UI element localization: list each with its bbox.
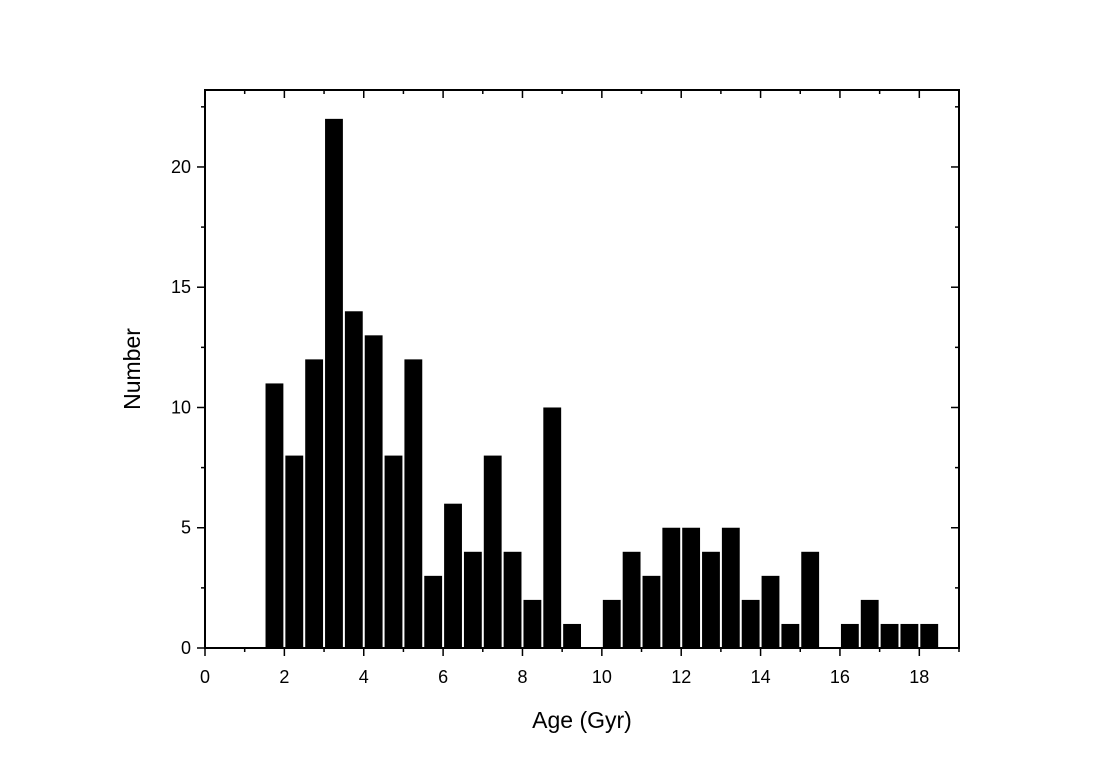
- y-tick-label: 0: [181, 638, 191, 658]
- x-tick-label: 8: [517, 667, 527, 687]
- bar: [642, 575, 661, 648]
- bar: [920, 623, 939, 648]
- bar: [781, 623, 800, 648]
- x-tick-label: 2: [279, 667, 289, 687]
- x-tick-label: 10: [592, 667, 612, 687]
- bar: [444, 503, 462, 648]
- bar: [424, 575, 443, 648]
- bar: [364, 335, 383, 648]
- bar: [463, 551, 482, 648]
- bar: [325, 118, 343, 649]
- bar: [563, 623, 581, 648]
- bar: [801, 551, 820, 648]
- bar: [860, 599, 879, 648]
- bar: [305, 359, 324, 648]
- y-tick-label: 15: [171, 277, 191, 297]
- x-tick-label: 16: [830, 667, 850, 687]
- x-axis-label: Age (Gyr): [532, 707, 632, 733]
- bar: [622, 551, 641, 648]
- bar: [483, 455, 502, 648]
- x-tick-label: 18: [909, 667, 929, 687]
- bar: [880, 623, 899, 648]
- bar: [761, 575, 780, 648]
- bar: [741, 599, 760, 648]
- bar: [702, 551, 720, 648]
- bar: [682, 527, 701, 648]
- plot-frame: [204, 89, 960, 649]
- tick-labels-group: 0 2 4 6 8 10 12 14 16 18 0 5 10 15 20: [171, 157, 929, 687]
- bar: [285, 455, 304, 648]
- bar: [721, 527, 740, 648]
- bar: [503, 551, 522, 648]
- y-tick-label: 20: [171, 157, 191, 177]
- x-tick-label: 14: [751, 667, 771, 687]
- bar: [840, 623, 859, 648]
- bar: [265, 383, 284, 648]
- bar: [900, 623, 919, 648]
- x-tick-label: 4: [359, 667, 369, 687]
- y-axis-label: Number: [119, 328, 145, 410]
- bar: [662, 527, 681, 648]
- bar: [344, 311, 363, 648]
- x-tick-label: 0: [200, 667, 210, 687]
- bars-group: [265, 118, 939, 649]
- y-tick-label: 10: [171, 397, 191, 417]
- bar: [404, 359, 423, 648]
- x-tick-label: 6: [438, 667, 448, 687]
- bar: [602, 599, 621, 648]
- x-tick-label: 12: [671, 667, 691, 687]
- bar: [543, 407, 562, 648]
- bar: [523, 599, 542, 648]
- y-tick-label: 5: [181, 518, 191, 538]
- bar: [384, 455, 403, 648]
